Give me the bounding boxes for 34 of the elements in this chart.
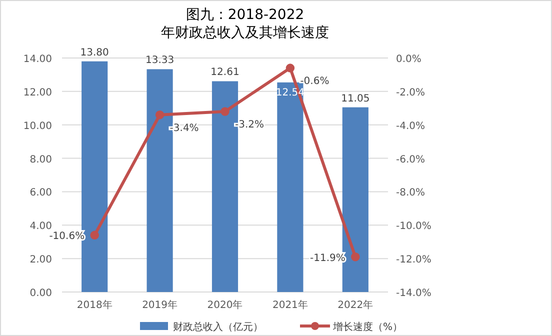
y2-tick-label: -2.0% <box>396 87 426 98</box>
legend-label: 财政总收入（亿元） <box>173 321 263 333</box>
y2-tick-label: -14.0% <box>396 288 432 299</box>
point <box>90 230 99 240</box>
y-tick-label: 6.00 <box>30 188 52 199</box>
x-tick-label: 2020年 <box>207 299 243 311</box>
y-tick-label: 10.00 <box>23 120 52 132</box>
x-tick-label: 2018年 <box>76 299 112 311</box>
y2-tick-label: -8.0% <box>396 188 426 199</box>
x-tick-label: 2022年 <box>338 299 374 311</box>
y-tick-label: 0.00 <box>30 288 52 299</box>
data-label: 12.61 <box>210 67 240 78</box>
y-tick-label: 12.00 <box>23 87 52 98</box>
chart-title: 图九：2018-2022 年财政总收入及其增长速度 <box>161 7 329 41</box>
y-tick-label: 14.00 <box>23 54 52 65</box>
x-tick-label: 2021年 <box>272 299 308 311</box>
y-tick-label: 4.00 <box>30 221 52 232</box>
point <box>286 64 295 72</box>
y-tick-label: 2.00 <box>30 254 52 266</box>
y2-tick-label: -12.0% <box>396 254 432 266</box>
data-label: 13.80 <box>80 47 109 58</box>
point <box>351 252 360 262</box>
y-tick-label: 8.00 <box>30 154 52 166</box>
legend-label: 增长速度（%） <box>332 321 403 333</box>
point <box>220 107 230 116</box>
data-label: 13.33 <box>145 55 174 66</box>
data-label: 11.05 <box>341 93 370 104</box>
data-label: -0.6% <box>300 76 330 88</box>
y2-tick-label: -6.0% <box>396 154 426 166</box>
y2-tick-label: -10.0% <box>396 221 432 232</box>
y2-tick-label: 0.0% <box>396 54 422 65</box>
point <box>155 110 164 120</box>
y2-tick-label: -4.0% <box>396 120 426 132</box>
x-tick-label: 2019年 <box>142 299 178 311</box>
